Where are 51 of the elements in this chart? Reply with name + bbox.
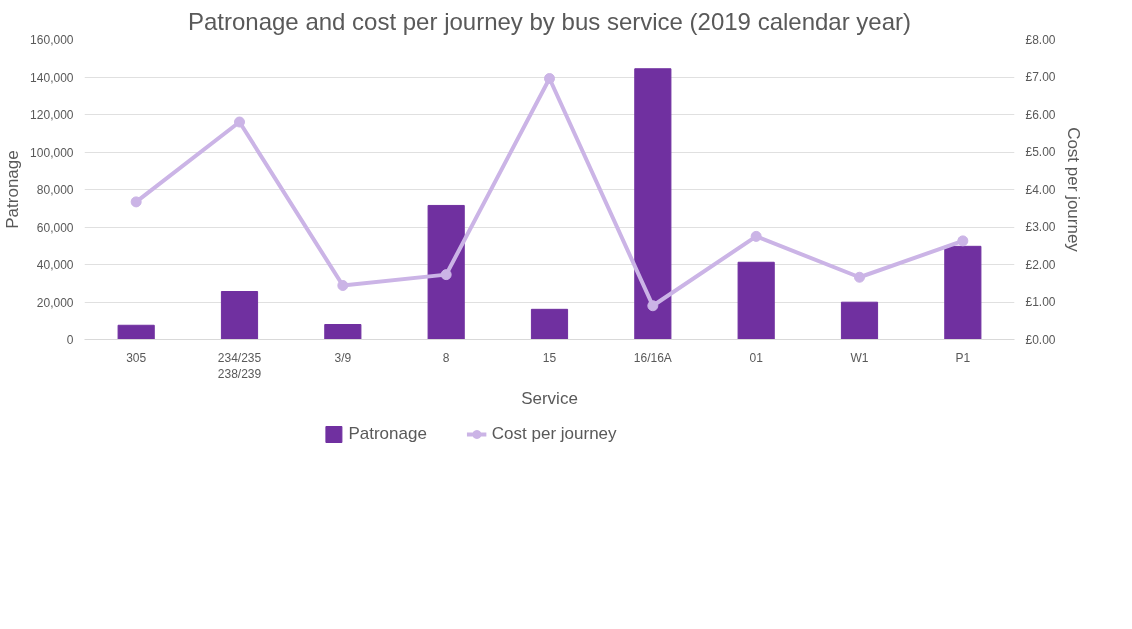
y2-tick-label: £3.00 <box>1025 220 1056 234</box>
y2-tick-label: £6.00 <box>1025 107 1056 122</box>
point <box>440 269 452 281</box>
y2-tick-label: £4.00 <box>1025 182 1056 197</box>
x-axis-title: Service <box>521 389 578 409</box>
y-tick-label: 140,000 <box>30 70 74 85</box>
y2-tick-label: £8.00 <box>1025 32 1056 47</box>
y-tick-label: 40,000 <box>36 258 74 272</box>
y-tick-label: 0 <box>66 333 74 347</box>
x-tick-label: 15 <box>542 350 557 365</box>
y-tick-label: 20,000 <box>36 295 74 310</box>
bar <box>220 291 259 340</box>
point <box>337 280 349 291</box>
y-axis-title: Patronage <box>3 150 23 229</box>
bar <box>324 324 362 340</box>
x-tick-label: 8 <box>442 350 450 365</box>
point <box>544 73 555 84</box>
point <box>647 300 659 312</box>
x-tick-label: 305 <box>126 350 147 365</box>
y-tick-label: 60,000 <box>36 220 74 235</box>
chart-title: Patronage and cost per journey by bus service (2019 calendar year) <box>187 7 912 35</box>
y-tick-label: 100,000 <box>30 145 74 160</box>
x-tick-label: 16/16A <box>633 350 672 365</box>
y2-tick-label: £5.00 <box>1025 145 1056 159</box>
legend-label: Patronage <box>348 424 427 444</box>
x-tick-label: 01 <box>749 350 764 365</box>
bar <box>944 245 982 340</box>
x-tick-label: P1 <box>955 350 971 365</box>
y2-tick-label: £2.00 <box>1025 257 1056 272</box>
bar <box>117 324 155 340</box>
legend-label: Cost per journey <box>491 424 617 444</box>
y2-tick-label: £1.00 <box>1025 295 1056 309</box>
x-tick-label: W1 <box>850 350 869 365</box>
point <box>750 230 762 242</box>
y-tick-label: 120,000 <box>30 108 74 122</box>
y2-tick-label: £7.00 <box>1025 70 1056 84</box>
y-tick-label: 80,000 <box>36 183 74 197</box>
bar <box>530 308 569 340</box>
y-tick-label: 160,000 <box>30 33 74 47</box>
point <box>854 271 865 283</box>
x-tick-label: 3/9 <box>334 350 352 365</box>
bar <box>427 204 465 340</box>
y2-tick-label: £0.00 <box>1025 332 1056 347</box>
y2-axis-title: Cost per journey <box>1063 127 1083 253</box>
point <box>130 196 142 208</box>
point <box>234 116 245 128</box>
bar <box>634 68 672 340</box>
bar <box>840 301 879 340</box>
bar <box>737 261 775 340</box>
point <box>957 235 969 247</box>
x-tick-label: 234/235 238/239 <box>217 350 262 382</box>
